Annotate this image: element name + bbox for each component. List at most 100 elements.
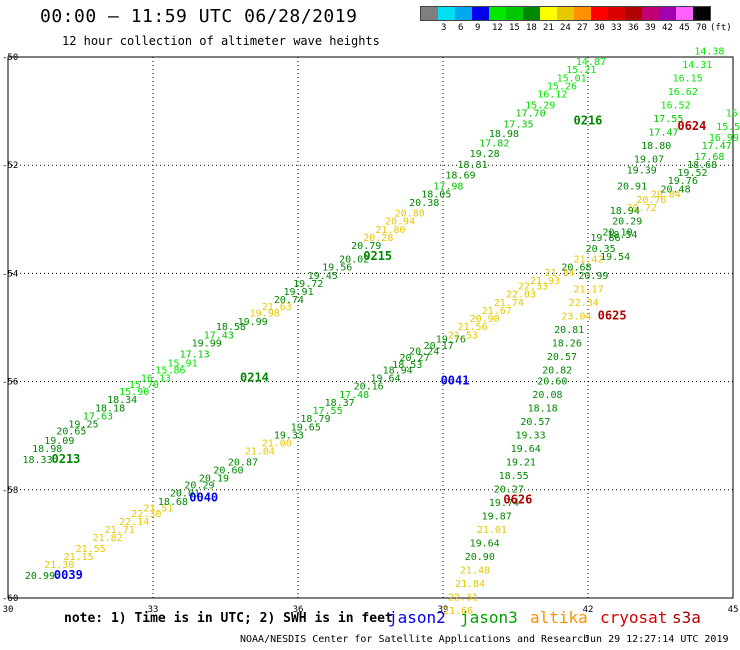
legend-swatch bbox=[506, 7, 523, 20]
pass-time-label: 0625 bbox=[598, 308, 627, 322]
wave-height-value: 17.55 bbox=[313, 406, 343, 417]
legend-swatch bbox=[659, 7, 676, 20]
legend-swatch bbox=[574, 7, 591, 20]
wave-height-value: 20.29 bbox=[184, 481, 214, 492]
satellite-altika: altika bbox=[530, 608, 588, 627]
legend-swatch bbox=[455, 7, 472, 20]
lat-tick-label: -56 bbox=[2, 378, 18, 388]
lon-tick-label: 45 bbox=[728, 605, 739, 615]
footer-note: note: 1) Time is in UTC; 2) SWH is in fe… bbox=[64, 611, 393, 626]
wave-height-value: 15.01 bbox=[557, 73, 587, 84]
wave-height-value: 20.02 bbox=[339, 255, 369, 266]
wave-height-value: 20.08 bbox=[532, 390, 562, 401]
wave-height-value: 17.48 bbox=[339, 390, 369, 401]
wave-height-value: 20.48 bbox=[661, 184, 691, 195]
wave-height-value: 16.15 bbox=[673, 73, 703, 84]
wave-height-value: 20.79 bbox=[351, 241, 381, 252]
satellite-cryosat: cryosat bbox=[600, 608, 668, 627]
legend-label: 70 bbox=[696, 23, 707, 33]
wave-height-value: 20.87 bbox=[228, 457, 258, 468]
wave-height-value: 18.68 bbox=[158, 497, 188, 508]
legend-swatch bbox=[421, 7, 438, 20]
wave-height-value: 18.05 bbox=[421, 190, 451, 201]
wave-height-value: 16.99 bbox=[709, 133, 739, 144]
wave-height-value: 17.98 bbox=[433, 182, 463, 193]
legend-swatch bbox=[557, 7, 574, 20]
wave-height-value: 20.99 bbox=[25, 571, 55, 582]
wave-height-value: 18.18 bbox=[528, 403, 558, 414]
wave-height-value: 14.38 bbox=[694, 46, 724, 57]
wave-height-value: 20.19 bbox=[603, 228, 633, 239]
legend-swatch bbox=[489, 7, 506, 20]
wave-height-value: 15.53 bbox=[716, 122, 740, 133]
legend-swatch bbox=[591, 7, 608, 20]
legend-label: 18 bbox=[526, 23, 537, 33]
wave-height-value: 21.67 bbox=[482, 306, 512, 317]
wave-height-value: 20.60 bbox=[213, 466, 243, 477]
wave-height-value: 21.71 bbox=[105, 525, 135, 536]
wave-height-value: 20.90 bbox=[465, 552, 495, 563]
wave-height-value: 22.14 bbox=[119, 517, 149, 528]
wave-height-value: 20.74 bbox=[274, 295, 304, 306]
wave-height-value: 14.31 bbox=[682, 60, 712, 71]
wave-height-value: 19.64 bbox=[371, 374, 401, 385]
wave-height-value: 17.55 bbox=[653, 114, 683, 125]
wave-height-value: 19.25 bbox=[68, 420, 98, 431]
legend-label: 3 bbox=[441, 23, 447, 33]
wave-height-value: 20.27 bbox=[494, 485, 524, 496]
wave-height-value: 21.74 bbox=[494, 298, 524, 309]
wave-height-value: 18.37 bbox=[325, 398, 355, 409]
wave-height-value: 15.70 bbox=[129, 380, 159, 391]
wave-height-value: 17.70 bbox=[516, 109, 546, 120]
wave-height-value: 18.69 bbox=[445, 171, 475, 182]
legend-label: 36 bbox=[628, 23, 639, 33]
legend-label: 12 bbox=[492, 23, 503, 33]
legend-swatches bbox=[420, 6, 711, 21]
wave-height-value: 19.86 bbox=[590, 233, 620, 244]
wave-height-value: 15.26 bbox=[547, 81, 577, 92]
wave-height-value: 19.98 bbox=[250, 309, 280, 320]
lon-tick-label: 30 bbox=[3, 605, 14, 615]
legend-swatch bbox=[642, 7, 659, 20]
wave-height-value: 20.99 bbox=[578, 271, 608, 282]
wave-height-value: 18.94 bbox=[610, 206, 640, 217]
wave-height-value: 21.84 bbox=[545, 268, 575, 279]
wave-height-value: 18.55 bbox=[499, 471, 529, 482]
credit-text: NOAA/NESDIS Center for Satellite Applica… bbox=[240, 634, 590, 645]
legend-label: 27 bbox=[577, 23, 588, 33]
legend-label: 15 bbox=[509, 23, 520, 33]
wave-height-value: 19.74 bbox=[489, 498, 519, 509]
wave-height-value: 20.68 bbox=[561, 263, 591, 274]
wave-height-value: 20.01 bbox=[170, 488, 200, 499]
wave-height-value: 21.53 bbox=[448, 330, 478, 341]
lat-tick-label: -60 bbox=[2, 594, 18, 604]
wave-height-value: 22.31 bbox=[448, 593, 478, 604]
lon-tick-label: 42 bbox=[583, 605, 594, 615]
legend-swatch bbox=[523, 7, 540, 20]
wave-height-value: 19.64 bbox=[511, 444, 541, 455]
wave-height-value: 20.80 bbox=[395, 209, 425, 220]
wave-height-value: 19.99 bbox=[238, 317, 268, 328]
wave-height-value: 16.13 bbox=[141, 374, 171, 385]
pass-time-label: 0624 bbox=[677, 119, 706, 133]
wave-height-value: 18.98 bbox=[32, 444, 62, 455]
wave-height-value: 15.79 bbox=[726, 109, 740, 120]
pass-time-label: 0215 bbox=[363, 249, 392, 263]
wave-height-value: 19.99 bbox=[192, 338, 222, 349]
legend-swatch bbox=[676, 7, 693, 20]
wave-height-value: 19.39 bbox=[627, 165, 657, 176]
wave-height-value: 18.34 bbox=[107, 395, 137, 406]
wave-height-value: 15.91 bbox=[168, 358, 198, 369]
page-subtitle: 12 hour collection of altimeter wave hei… bbox=[62, 34, 380, 48]
map-frame bbox=[7, 56, 734, 599]
wave-height-value: 16.52 bbox=[661, 100, 691, 111]
lat-tick-label: -54 bbox=[2, 269, 18, 279]
wave-height-value: 21.01 bbox=[477, 525, 507, 536]
pass-time-label: 0216 bbox=[574, 114, 603, 128]
wave-height-value: 19.76 bbox=[668, 176, 698, 187]
wave-height-value: 17.47 bbox=[702, 141, 732, 152]
wave-height-value: 19.45 bbox=[308, 271, 338, 282]
color-legend: 3 6 9 12 15 18 21 24 27 30 33 36 39 42 45 70 (ft) bbox=[420, 6, 732, 35]
legend-label: 30 bbox=[594, 23, 605, 33]
